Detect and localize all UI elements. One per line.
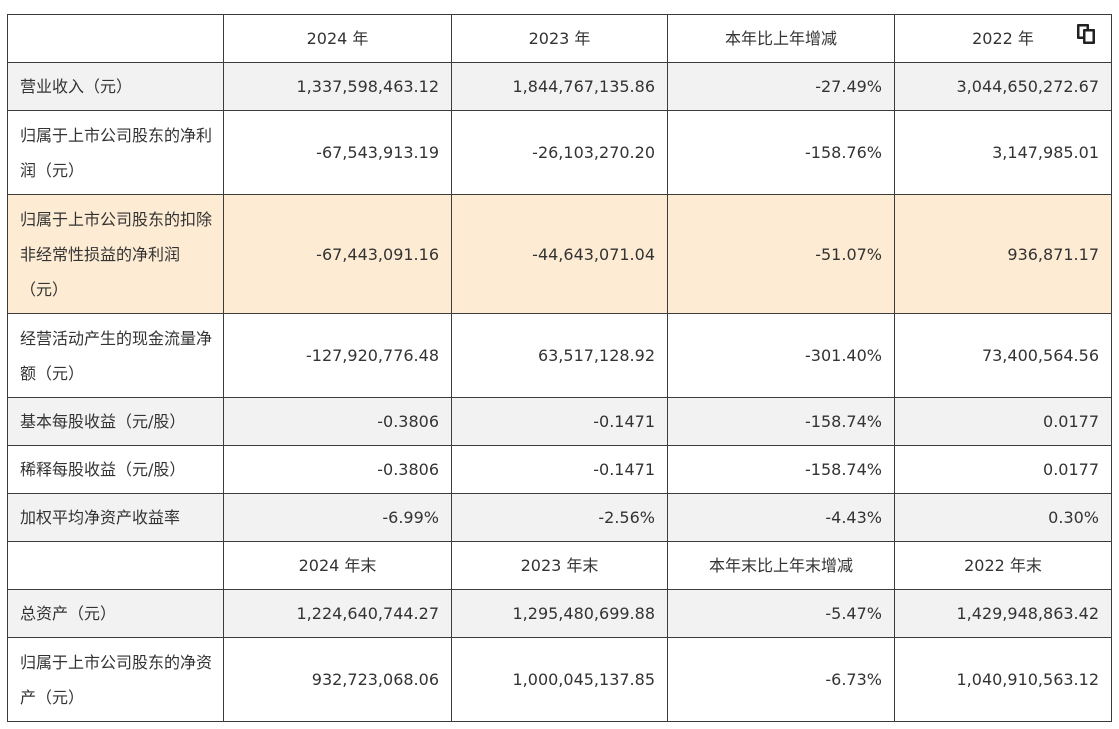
cell-2022: 73,400,564.56	[894, 313, 1112, 398]
cell-2024: 1,224,640,744.27	[223, 589, 452, 638]
cell-change: -158.76%	[667, 110, 895, 195]
cell-2023: -0.1471	[451, 445, 668, 494]
cell-2024: 1,337,598,463.12	[223, 62, 452, 111]
cell-2022: 936,871.17	[894, 194, 1112, 314]
cell-change: -27.49%	[667, 62, 895, 111]
cell-2022: 0.30%	[894, 493, 1112, 542]
cell-change: -5.47%	[667, 589, 895, 638]
row-label: 归属于上市公司股东的净利润（元）	[7, 110, 224, 195]
table-row-deducted-net-profit: 归属于上市公司股东的扣除非经常性损益的净利润（元） -67,443,091.16…	[7, 194, 1112, 314]
table-row-revenue: 营业收入（元） 1,337,598,463.12 1,844,767,135.8…	[7, 62, 1112, 111]
cell-change: -301.40%	[667, 313, 895, 398]
cell-2024: -6.99%	[223, 493, 452, 542]
table-row-operating-cash-flow: 经营活动产生的现金流量净额（元） -127,920,776.48 63,517,…	[7, 313, 1112, 398]
financial-data-table: 2024 年 2023 年 本年比上年增减 2022 年 营业收入（元） 1,3…	[7, 14, 1112, 722]
table-row-net-assets: 归属于上市公司股东的净资产（元） 932,723,068.06 1,000,04…	[7, 637, 1112, 722]
cell-2024: -67,443,091.16	[223, 194, 452, 314]
cell-2022: 0.0177	[894, 397, 1112, 446]
cell-2023: 1,000,045,137.85	[451, 637, 668, 722]
cell-2024: 932,723,068.06	[223, 637, 452, 722]
cell-change: -6.73%	[667, 637, 895, 722]
cell-2022: 3,044,650,272.67	[894, 62, 1112, 111]
row-label: 基本每股收益（元/股）	[7, 397, 224, 446]
cell-change: -158.74%	[667, 445, 895, 494]
header-2023: 2023 年	[451, 14, 668, 63]
cell-change: -4.43%	[667, 493, 895, 542]
cell-2024: -0.3806	[223, 445, 452, 494]
cell-2023: 1,295,480,699.88	[451, 589, 668, 638]
row-label: 总资产（元）	[7, 589, 224, 638]
cell-2023: -44,643,071.04	[451, 194, 668, 314]
cell-2024: -127,920,776.48	[223, 313, 452, 398]
copy-icon[interactable]	[1075, 23, 1097, 45]
table-row-basic-eps: 基本每股收益（元/股） -0.3806 -0.1471 -158.74% 0.0…	[7, 397, 1112, 446]
cell-change: -51.07%	[667, 194, 895, 314]
cell-change: -158.74%	[667, 397, 895, 446]
cell-2022: 1,429,948,863.42	[894, 589, 1112, 638]
header-2024-end: 2024 年末	[223, 541, 452, 590]
header-blank-cell	[7, 541, 224, 590]
table-row-net-profit: 归属于上市公司股东的净利润（元） -67,543,913.19 -26,103,…	[7, 110, 1112, 195]
cell-2023: -26,103,270.20	[451, 110, 668, 195]
header-2022: 2022 年	[894, 14, 1112, 63]
table-row-total-assets: 总资产（元） 1,224,640,744.27 1,295,480,699.88…	[7, 589, 1112, 638]
cell-2022: 3,147,985.01	[894, 110, 1112, 195]
cell-2024: -0.3806	[223, 397, 452, 446]
row-label: 归属于上市公司股东的扣除非经常性损益的净利润（元）	[7, 194, 224, 314]
header-row-annual: 2024 年 2023 年 本年比上年增减 2022 年	[7, 14, 1112, 63]
cell-2024: -67,543,913.19	[223, 110, 452, 195]
table-row-roe: 加权平均净资产收益率 -6.99% -2.56% -4.43% 0.30%	[7, 493, 1112, 542]
header-2023-end: 2023 年末	[451, 541, 668, 590]
row-label: 经营活动产生的现金流量净额（元）	[7, 313, 224, 398]
row-label: 归属于上市公司股东的净资产（元）	[7, 637, 224, 722]
header-change-end: 本年末比上年末增减	[667, 541, 895, 590]
header-change: 本年比上年增减	[667, 14, 895, 63]
header-2022-end: 2022 年末	[894, 541, 1112, 590]
cell-2023: -2.56%	[451, 493, 668, 542]
row-label: 稀释每股收益（元/股）	[7, 445, 224, 494]
cell-2023: 1,844,767,135.86	[451, 62, 668, 111]
cell-2023: -0.1471	[451, 397, 668, 446]
cell-2023: 63,517,128.92	[451, 313, 668, 398]
header-2024: 2024 年	[223, 14, 452, 63]
cell-2022: 1,040,910,563.12	[894, 637, 1112, 722]
row-label: 加权平均净资产收益率	[7, 493, 224, 542]
header-row-year-end: 2024 年末 2023 年末 本年末比上年末增减 2022 年末	[7, 541, 1112, 590]
table-row-diluted-eps: 稀释每股收益（元/股） -0.3806 -0.1471 -158.74% 0.0…	[7, 445, 1112, 494]
row-label: 营业收入（元）	[7, 62, 224, 111]
cell-2022: 0.0177	[894, 445, 1112, 494]
header-blank-cell	[7, 14, 224, 63]
